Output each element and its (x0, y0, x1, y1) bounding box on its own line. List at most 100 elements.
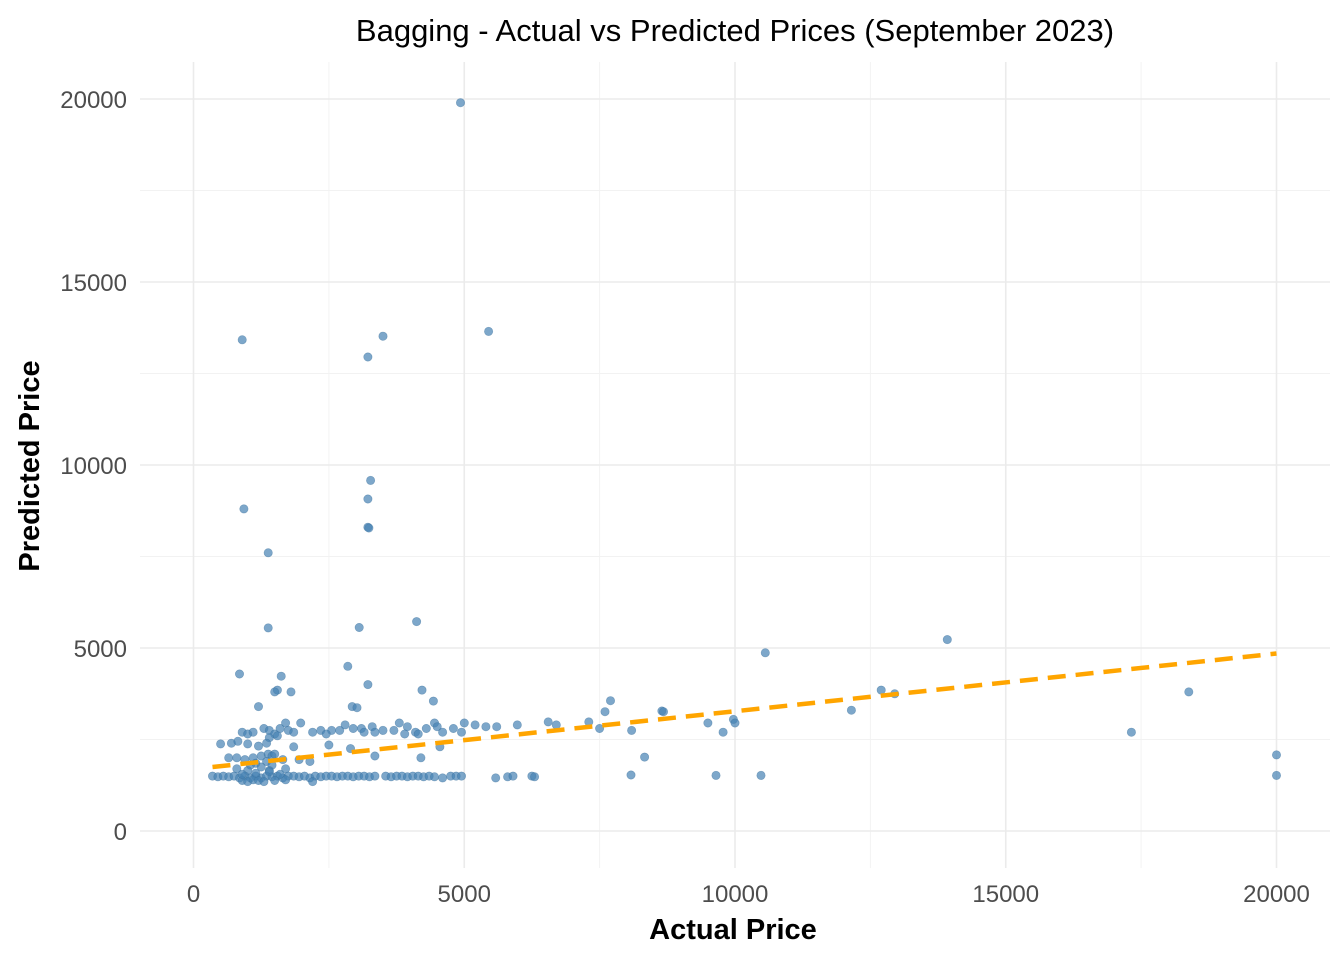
data-point (270, 749, 280, 759)
data-point (276, 671, 286, 681)
data-point (600, 707, 610, 717)
data-point (264, 767, 274, 777)
data-point (364, 523, 374, 533)
gridlines (140, 62, 1330, 868)
data-point (389, 725, 399, 735)
data-point (237, 769, 247, 779)
data-point (262, 738, 272, 748)
data-point (846, 705, 856, 715)
data-point (256, 762, 266, 772)
data-point (237, 335, 247, 345)
data-point (470, 720, 480, 730)
data-point (718, 727, 728, 737)
data-points (208, 98, 1282, 787)
data-point (658, 707, 668, 717)
data-point (272, 731, 282, 741)
data-point (235, 669, 245, 679)
x-tick-label: 10000 (702, 881, 769, 908)
data-point (370, 771, 380, 781)
data-point (417, 685, 427, 695)
y-tick-label: 20000 (60, 87, 127, 114)
data-point (263, 548, 273, 558)
data-point (243, 739, 253, 749)
data-point (421, 723, 431, 733)
data-point (370, 751, 380, 761)
data-point (233, 736, 243, 746)
data-point (352, 703, 362, 713)
data-point (416, 753, 426, 763)
data-point (363, 494, 373, 504)
data-point (438, 727, 448, 737)
data-point (481, 722, 491, 732)
data-point (354, 622, 364, 632)
data-point (259, 777, 269, 787)
data-point (1184, 687, 1194, 697)
data-point (366, 475, 376, 485)
data-point (703, 718, 713, 728)
data-point (456, 727, 466, 737)
x-axis-title: Actual Price (649, 914, 817, 946)
data-point (484, 326, 494, 336)
data-point (308, 777, 318, 787)
data-point (543, 717, 553, 727)
data-point (275, 769, 285, 779)
data-point (254, 741, 264, 751)
chart-title: Bagging - Actual vs Predicted Prices (Se… (356, 13, 1114, 48)
data-point (321, 729, 331, 739)
x-axis-ticks: 0 5000 10000 15000 20000 (187, 881, 1310, 908)
data-point (412, 617, 422, 627)
data-point (340, 720, 350, 730)
data-point (251, 768, 261, 778)
trend-line (212, 651, 1277, 770)
y-tick-label: 0 (114, 819, 127, 846)
data-point (640, 752, 650, 762)
data-point (281, 775, 291, 785)
data-point (942, 635, 952, 645)
data-point (335, 725, 345, 735)
data-point (1272, 770, 1282, 780)
data-point (711, 770, 721, 780)
y-axis-ticks: 0 5000 10000 15000 20000 (60, 87, 127, 846)
data-point (626, 770, 636, 780)
data-point (438, 773, 448, 783)
x-tick-label: 5000 (438, 881, 491, 908)
data-point (455, 98, 465, 108)
data-point (286, 687, 296, 697)
data-point (400, 729, 410, 739)
data-point (508, 771, 518, 781)
data-point (270, 687, 280, 697)
data-point (348, 723, 358, 733)
data-point (289, 742, 299, 752)
data-point (216, 739, 226, 749)
data-point (370, 727, 380, 737)
data-point (363, 352, 373, 362)
data-point (224, 753, 234, 763)
data-point (492, 722, 502, 732)
data-point (378, 331, 388, 341)
data-point (248, 727, 258, 737)
data-point (428, 696, 438, 706)
data-point (232, 753, 242, 763)
data-point (378, 725, 388, 735)
data-point (343, 661, 353, 671)
y-tick-label: 5000 (74, 636, 127, 663)
data-point (595, 723, 605, 733)
data-point (876, 685, 886, 695)
data-point (1126, 727, 1136, 737)
x-tick-label: 20000 (1243, 881, 1310, 908)
data-point (296, 718, 306, 728)
data-point (756, 770, 766, 780)
data-point (530, 772, 540, 782)
data-point (459, 718, 469, 728)
data-point (605, 696, 615, 706)
x-tick-label: 15000 (972, 881, 1039, 908)
data-point (432, 722, 442, 732)
data-point (263, 623, 273, 633)
data-point (730, 718, 740, 728)
data-point (289, 727, 299, 737)
y-tick-label: 15000 (60, 270, 127, 297)
data-point (359, 727, 369, 737)
data-point (512, 720, 522, 730)
data-point (239, 504, 249, 514)
data-point (491, 773, 501, 783)
